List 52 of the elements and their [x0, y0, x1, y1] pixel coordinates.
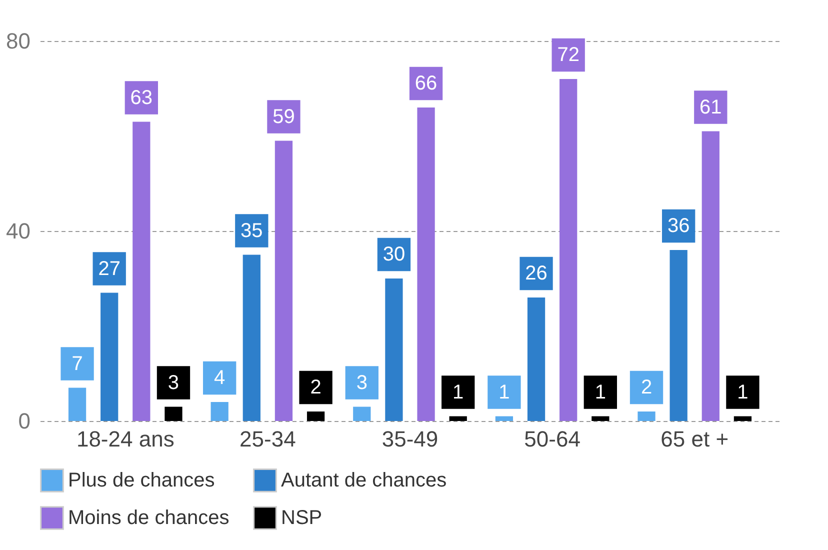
bar: [592, 416, 610, 421]
y-tick-label: 80: [6, 28, 30, 54]
bar: [242, 254, 260, 421]
bar: [638, 412, 656, 421]
data-label: 36: [667, 215, 690, 237]
legend-label: Autant de chances: [281, 469, 447, 492]
bar: [385, 278, 403, 421]
bar: [306, 412, 325, 421]
legend-label: NSP: [281, 507, 322, 529]
bar: [670, 250, 688, 421]
x-tick-label: 50-64: [524, 426, 580, 452]
bar: [449, 416, 467, 421]
bar: [495, 416, 514, 421]
bar: [527, 298, 546, 421]
legend-label: Plus de chances: [68, 469, 215, 492]
data-label: 30: [382, 244, 406, 266]
bar: [734, 416, 752, 421]
bar: [164, 406, 182, 421]
data-label: 35: [240, 220, 263, 242]
data-label: 2: [640, 376, 652, 398]
x-tick-label: 35-49: [382, 426, 438, 452]
data-label: 3: [356, 372, 368, 394]
data-label: 26: [525, 262, 548, 284]
data-label: 61: [700, 96, 722, 118]
bar: [353, 406, 371, 421]
data-label: 3: [168, 372, 180, 394]
data-label: 59: [272, 106, 295, 128]
data-label: 72: [557, 44, 580, 66]
bar: [132, 122, 150, 421]
bar: [560, 79, 578, 421]
data-label: 1: [452, 381, 464, 404]
bar: [274, 140, 293, 421]
data-label: 1: [737, 381, 748, 404]
x-tick-label: 18-24 ans: [76, 426, 174, 452]
y-tick-label: 0: [18, 408, 30, 434]
x-tick-label: 25-34: [240, 426, 296, 452]
data-label: 27: [98, 258, 120, 280]
bar: [68, 388, 86, 421]
data-label: 63: [130, 86, 153, 109]
data-label: 66: [414, 72, 438, 94]
x-tick-label: 65 et +: [660, 426, 729, 452]
data-label: 7: [72, 352, 83, 375]
data-label: 1: [594, 381, 606, 404]
data-label: 2: [310, 376, 322, 398]
legend-label: Moins de chances: [68, 507, 230, 529]
bar: [417, 108, 435, 421]
bar: [210, 402, 228, 421]
bar: [702, 131, 720, 421]
data-label: 4: [214, 367, 226, 389]
y-tick-label: 40: [6, 218, 30, 244]
data-label: 1: [498, 381, 510, 404]
bar: [100, 292, 118, 421]
